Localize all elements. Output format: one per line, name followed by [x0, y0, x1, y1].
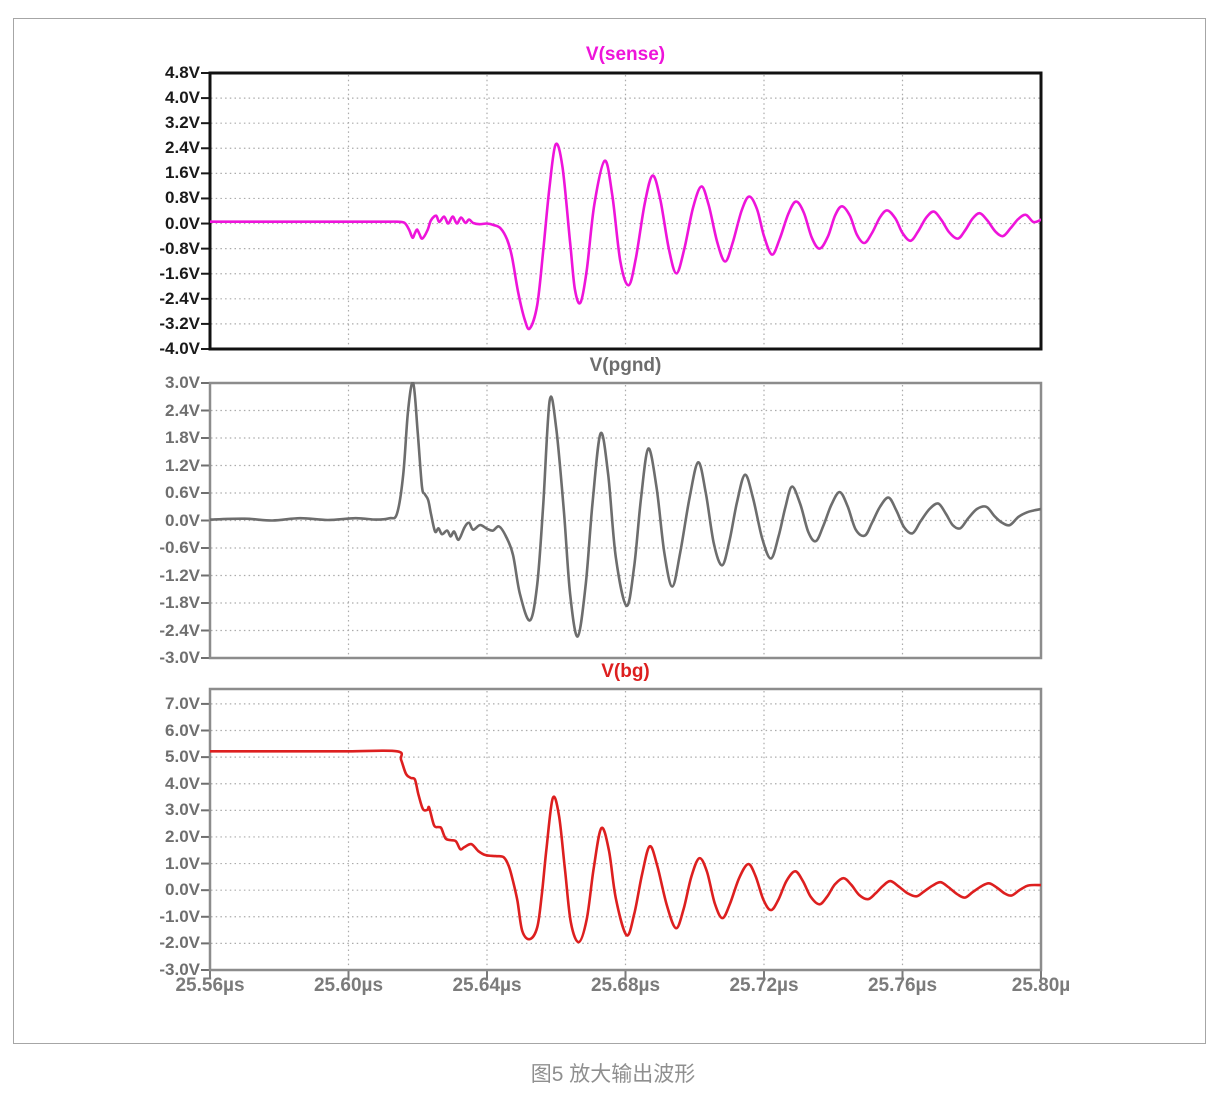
y-tick-label: 4.0V — [165, 773, 200, 793]
y-tick-label: 3.0V — [165, 373, 200, 392]
y-tick-label: -1.0V — [159, 906, 200, 926]
y-tick-label: 4.8V — [165, 63, 200, 82]
plot-panel-vpgnd — [201, 381, 1043, 660]
x-tick-label: 25.60µs — [313, 975, 384, 996]
y-tick-label: -4.0V — [159, 339, 200, 358]
y-tick-label: -3.0V — [159, 960, 200, 979]
waveform-figure-frame: V(sense) V(pgnd) V(bg) 4.8V 4.0V 3.2V 2.4V 1… — [13, 18, 1206, 1044]
y-tick-label: 2.0V — [165, 826, 200, 846]
y-tick-label: -2.4V — [159, 620, 200, 640]
y-tick-label: 3.0V — [165, 800, 200, 820]
x-tick-label: 25.68µs — [590, 975, 661, 996]
y-tick-label: 1.2V — [165, 455, 200, 475]
y-tick-label: -1.2V — [159, 565, 200, 585]
plot-panel-vbg — [201, 687, 1043, 979]
plot-panel-vsense — [201, 71, 1043, 351]
y-tick-label: -0.6V — [159, 538, 200, 557]
vpgnd-trace — [210, 382, 1041, 638]
x-tick-label: 25.72µs — [729, 975, 799, 996]
y-tick-label: 1.8V — [165, 428, 200, 447]
panel-title-vsense: V(sense) — [585, 44, 666, 65]
y-tick-label: -3.0V — [159, 648, 200, 667]
y-tick-label: -1.8V — [159, 593, 200, 612]
y-tick-label: 5.0V — [165, 747, 200, 767]
y-tick-label: 0.0V — [165, 510, 200, 530]
y-tick-label: -2.4V — [159, 288, 200, 308]
x-tick-label: 25.64µs — [452, 975, 522, 996]
y-tick-label: 4.0V — [165, 88, 200, 108]
y-tick-label: -1.6V — [159, 263, 200, 283]
y-tick-label: -0.8V — [159, 238, 200, 258]
y-tick-label: 1.0V — [165, 853, 200, 873]
figure-caption: 图5 放大输出波形 — [530, 1063, 696, 1086]
y-tick-label: 2.4V — [165, 400, 200, 420]
y-tick-label: 0.8V — [165, 188, 200, 208]
y-tick-label: -2.0V — [159, 933, 200, 953]
panel-title-vbg: V(bg) — [601, 661, 650, 682]
y-tick-label: 3.2V — [165, 113, 200, 133]
y-tick-label: 6.0V — [165, 720, 200, 740]
y-tick-label: 0.0V — [165, 880, 200, 900]
vbg-trace — [210, 749, 1041, 944]
panel-border — [208, 71, 1043, 351]
panel-border — [208, 687, 1043, 972]
y-tick-label: 7.0V — [165, 693, 200, 713]
y-tick-label: 0.0V — [165, 213, 200, 233]
y-tick-label: -3.2V — [159, 313, 200, 333]
chart-root: V(sense) V(pgnd) V(bg) 4.8V 4.0V 3.2V 2.4V 1… — [14, 19, 1205, 1043]
panel-title-vpgnd: V(pgnd) — [589, 355, 662, 376]
vsense-trace — [210, 142, 1041, 331]
y-tick-label: 2.4V — [165, 138, 200, 158]
x-tick-label: 25.76µs — [867, 975, 938, 996]
x-tick-label: 25.80µ — [1011, 975, 1071, 996]
y-tick-label: 0.6V — [165, 483, 200, 502]
y-tick-label: 1.6V — [165, 163, 200, 183]
x-tick-label: 25.56µs — [175, 975, 245, 996]
